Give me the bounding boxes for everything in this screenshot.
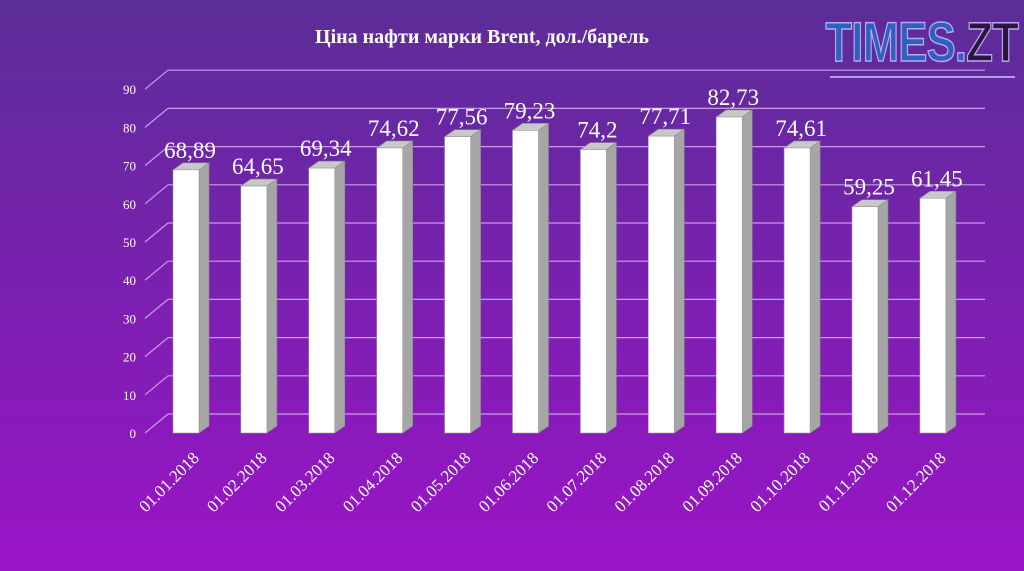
bar-side	[402, 140, 414, 434]
gridline	[144, 375, 985, 396]
x-tick-label: 01.09.2018	[678, 448, 746, 516]
gridline	[144, 146, 985, 167]
y-tick-label: 50	[123, 235, 136, 250]
data-label: 64,65	[232, 154, 284, 179]
y-tick-label: 20	[123, 350, 136, 365]
data-label: 74,62	[368, 116, 420, 141]
gridline	[144, 107, 985, 128]
x-tick-label: 01.02.2018	[203, 448, 271, 516]
bar-side	[538, 122, 549, 434]
x-tick-label: 01.05.2018	[407, 448, 475, 516]
bar	[240, 185, 268, 434]
logo-underline	[830, 76, 1015, 78]
data-label: 59,25	[843, 175, 895, 200]
bar	[172, 169, 200, 434]
bar	[919, 197, 947, 434]
data-label: 74,61	[775, 116, 827, 141]
x-tick-label: 01.12.2018	[882, 448, 950, 516]
bar-side	[470, 129, 481, 434]
bar	[308, 167, 336, 434]
bar-side	[198, 162, 210, 434]
y-tick-label: 60	[123, 197, 136, 212]
y-tick-label: 10	[123, 388, 136, 403]
data-label: 74,2	[577, 118, 617, 143]
bar	[512, 130, 539, 434]
gridline	[144, 69, 985, 90]
gridline	[144, 413, 985, 434]
data-label: 69,34	[300, 136, 352, 161]
data-label: 77,71	[639, 104, 691, 129]
x-tick-label: 01.10.2018	[746, 448, 814, 516]
y-tick-label: 0	[130, 426, 137, 441]
bar	[444, 136, 471, 434]
bar-side	[741, 109, 753, 434]
data-label: 61,45	[911, 166, 963, 191]
y-tick-label: 30	[123, 311, 136, 326]
x-tick-label: 01.01.2018	[135, 448, 203, 516]
bar	[376, 147, 404, 434]
bar-side	[809, 140, 821, 434]
bar	[647, 135, 675, 434]
bar-side	[877, 199, 889, 434]
data-label: 77,56	[436, 105, 488, 130]
gridline	[144, 260, 985, 281]
bar-side	[266, 178, 278, 434]
bar	[851, 206, 879, 434]
x-tick-label: 01.11.2018	[815, 448, 882, 515]
data-label: 79,23	[504, 98, 556, 123]
x-tick-label: 01.04.2018	[339, 448, 407, 516]
y-tick-label: 70	[123, 159, 136, 174]
gridline	[144, 337, 985, 358]
data-label: 82,73	[707, 85, 759, 110]
times-zt-logo: TIMES.ZT	[825, 10, 1020, 73]
chart-title: Ціна нафти марки Brent, дол./барель	[315, 26, 649, 48]
x-tick-label: 01.03.2018	[271, 448, 339, 516]
x-tick-label: 01.06.2018	[475, 448, 543, 516]
bar-side	[673, 128, 685, 434]
bar-side	[945, 190, 957, 434]
x-tick-label: 01.08.2018	[611, 448, 679, 516]
bar-side	[334, 160, 346, 434]
y-tick-label: 90	[123, 82, 136, 97]
gridline	[144, 184, 985, 205]
bar-side	[606, 141, 617, 434]
gridline	[144, 298, 985, 319]
y-tick-label: 40	[123, 273, 136, 288]
x-tick-label: 01.07.2018	[543, 448, 611, 516]
bar	[783, 147, 811, 434]
data-label: 68,89	[164, 138, 216, 163]
y-tick-label: 80	[123, 120, 136, 135]
bar	[715, 116, 743, 434]
bar	[580, 149, 607, 434]
gridline	[144, 222, 985, 243]
